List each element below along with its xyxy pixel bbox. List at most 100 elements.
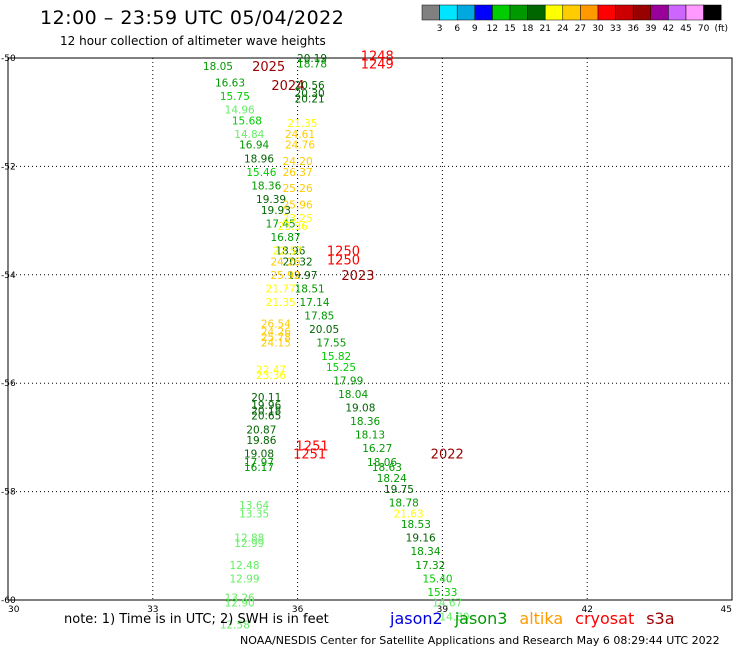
wave-height-label: 20.56 — [295, 80, 325, 92]
wave-height-label: 15.40 — [423, 573, 453, 585]
wave-height-label: 14.84 — [234, 129, 264, 141]
legend-label: 27 — [575, 24, 586, 34]
wave-height-label: 16.17 — [244, 462, 274, 474]
satellite-jason3: jason3 — [454, 609, 508, 628]
wave-height-label: 20.11 — [251, 392, 281, 404]
wave-height-label: 19.93 — [261, 205, 291, 217]
legend-label: 36 — [627, 24, 639, 34]
x-tick-label: 33 — [147, 605, 158, 615]
wave-height-label: 24.26 — [271, 256, 301, 268]
wave-height-label: 16.27 — [362, 443, 392, 455]
wave-height-label: 17.97 — [244, 457, 274, 469]
time-label: 2023 — [341, 269, 374, 284]
legend-swatch — [492, 4, 511, 21]
wave-height-label: 18.36 — [350, 416, 380, 428]
legend-swatch — [456, 4, 476, 21]
wave-height-label: 20.87 — [246, 424, 276, 436]
legend-swatch — [474, 4, 493, 21]
satellite-cryosat: cryosat — [575, 609, 635, 628]
wave-height-label: 15.33 — [427, 587, 457, 599]
wave-height-label: 25.78 — [261, 332, 291, 344]
wave-height-label: 26.37 — [283, 167, 313, 179]
wave-height-label: 20.05 — [309, 324, 339, 336]
wave-height-label: 19.16 — [406, 533, 436, 545]
satellite-legend: jason2 jason3 altika cryosat s3a — [390, 609, 687, 628]
legend-swatch — [527, 4, 546, 21]
wave-height-label: 19.39 — [256, 194, 286, 206]
wave-height-label: 12.99 — [234, 538, 264, 550]
legend-label: 18 — [522, 24, 534, 34]
wave-height-label: 24.15 — [261, 338, 291, 350]
x-tick-label: 39 — [437, 605, 449, 615]
axis-tick-labels: 30 33 36 39 42 45 -50 -52 -54 -56 -58 -60 — [1, 54, 732, 615]
wave-height-label: 20.19 — [297, 53, 327, 65]
wave-height-label: 18.63 — [372, 462, 402, 474]
wave-height-label: 18.51 — [295, 283, 325, 295]
wave-height-label: 26.54 — [261, 319, 291, 331]
legend-label: 21 — [539, 24, 550, 34]
wave-height-label: 16.94 — [239, 140, 269, 152]
satellite-jason2: jason2 — [390, 609, 443, 628]
time-label: 1251 — [296, 440, 329, 455]
wave-height-label: 13.35 — [239, 508, 269, 520]
wave-height-label: 14.67 — [432, 598, 462, 610]
wave-height-label: 25.96 — [283, 199, 313, 211]
wave-height-label: 17.32 — [415, 560, 445, 572]
legend-label: 15 — [504, 24, 515, 34]
wave-height-label: 18.96 — [244, 153, 274, 165]
wave-height-label: 14.96 — [225, 104, 255, 116]
wave-height-label: 15.25 — [326, 362, 356, 374]
wave-height-label: 24.76 — [285, 140, 315, 152]
wave-height-label: 13.26 — [225, 592, 255, 604]
time-label: 1248 — [361, 49, 394, 64]
wave-height-label: 17.85 — [304, 310, 334, 322]
legend-swatch — [562, 4, 581, 21]
legend-swatch — [632, 4, 652, 21]
wave-height-label: 18.96 — [275, 245, 305, 257]
wave-height-label: 18.04 — [338, 389, 368, 401]
wave-height-label: 18.78 — [389, 497, 419, 509]
plot-frame — [7, 57, 733, 601]
legend-swatch — [421, 4, 440, 21]
wave-height-label: 23.25 — [283, 213, 313, 225]
wave-height-label: 25.26 — [283, 183, 313, 195]
wave-height-label: 18.05 — [203, 61, 233, 73]
wave-height-label: 12.88 — [234, 533, 264, 545]
grid-lines — [8, 58, 732, 600]
wave-height-label: 12.58 — [220, 619, 250, 631]
wave-height-label: 20.32 — [283, 256, 313, 268]
wave-height-label: 18.34 — [410, 546, 440, 558]
wave-height-label: 15.75 — [220, 91, 250, 103]
wave-height-label: 21.63 — [394, 508, 424, 520]
legend-label: 42 — [663, 24, 674, 34]
legend-label: 33 — [610, 24, 621, 34]
wave-height-label: 20.18 — [251, 405, 281, 417]
y-tick-label: -50 — [1, 54, 16, 64]
time-label: 2025 — [252, 60, 285, 75]
y-tick-label: -60 — [1, 596, 16, 606]
wave-height-label: 18.78 — [297, 58, 327, 70]
legend-swatch — [685, 4, 704, 21]
wave-height-label: 17.99 — [333, 375, 363, 387]
wave-height-label: 18.13 — [355, 430, 385, 442]
y-tick-label: -56 — [1, 379, 16, 389]
wave-height-label: 25.92 — [271, 270, 301, 282]
legend-swatch — [439, 4, 458, 21]
x-tick-label: 36 — [292, 605, 304, 615]
x-tick-label: 42 — [581, 605, 592, 615]
wave-height-label: 17.45 — [266, 218, 296, 230]
legend-swatch — [597, 4, 616, 21]
time-label: 1250 — [327, 244, 360, 259]
chart-title: 12:00 – 23:59 UTC 05/04/2022 — [40, 7, 345, 29]
footer-note: note: 1) Time is in UTC; 2) SWH is in fe… — [64, 612, 329, 627]
legend-swatch — [668, 4, 687, 21]
legend-label: 70 — [698, 24, 710, 34]
wave-height-label: 22.47 — [256, 365, 286, 377]
legend-label: 39 — [645, 24, 657, 34]
time-label: 1250 — [327, 254, 360, 269]
wave-height-label: 21.77 — [266, 283, 296, 295]
x-tick-label: 30 — [8, 605, 20, 615]
y-tick-label: -52 — [1, 162, 16, 172]
wave-height-label: 12.48 — [229, 560, 259, 572]
